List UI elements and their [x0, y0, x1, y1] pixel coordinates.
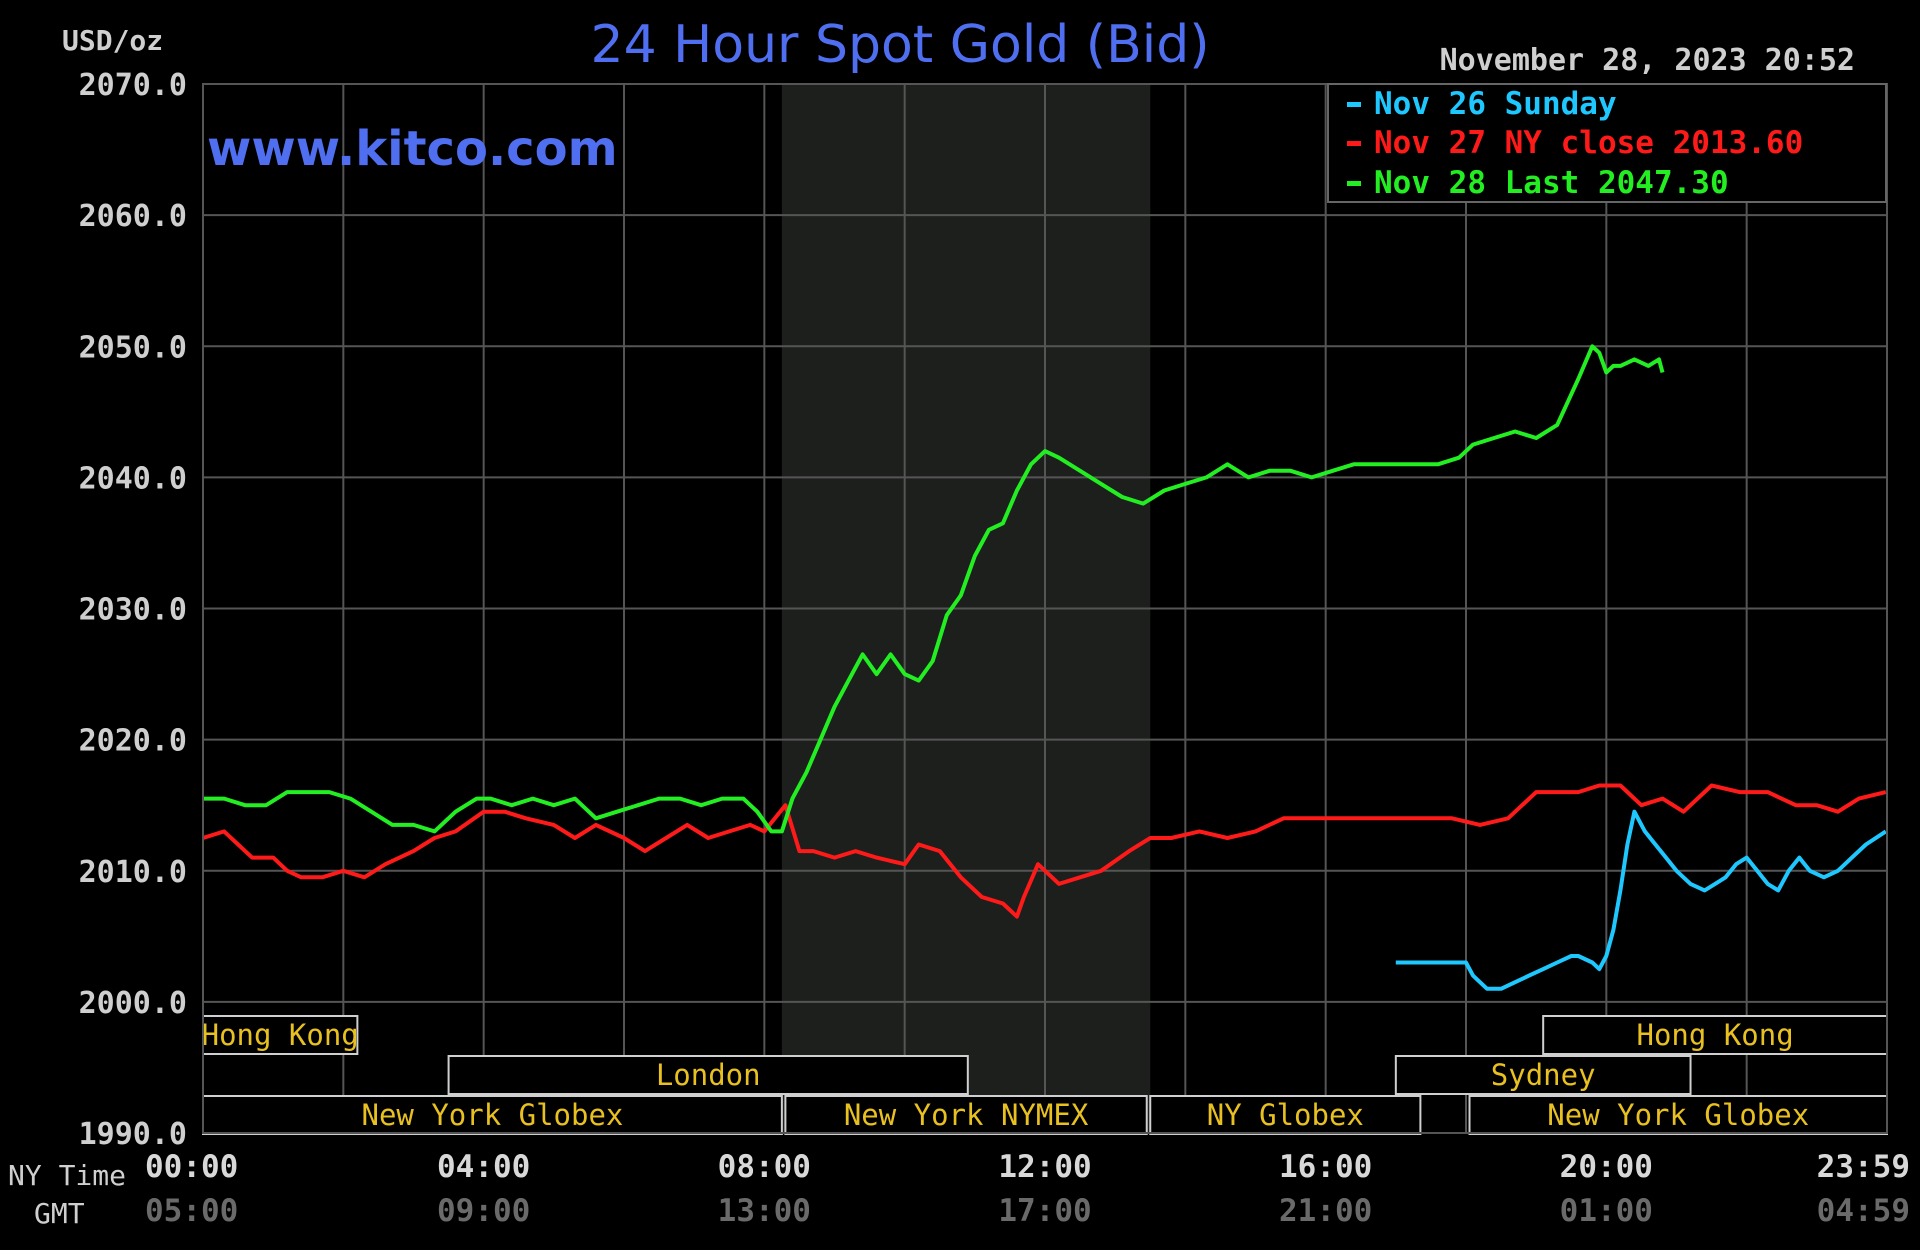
x-tick-label-ny-2: 08:00: [718, 1149, 811, 1185]
y-tick-label-0: 1990.0: [79, 1117, 187, 1152]
x-tick-label-gmt-2: 13:00: [718, 1193, 811, 1229]
legend-swatch-0: [1347, 102, 1361, 107]
x-axis-ticks: 00:00 05:00 04:00 09:00 08:00 13:00 12:00 17:00…: [145, 1149, 1910, 1229]
y-tick-label-4: 2030.0: [79, 593, 187, 628]
session-label-3: Sydney: [1491, 1058, 1596, 1092]
session-label-7: New York Globex: [1547, 1098, 1809, 1132]
legend-entry-2: Nov 28 Last 2047.30: [1347, 165, 1729, 201]
legend-label-0: Nov 26 Sunday: [1374, 86, 1617, 122]
x-tick-label-ny-5: 20:00: [1560, 1149, 1653, 1185]
x-tick-label-gmt-5: 01:00: [1560, 1193, 1653, 1229]
session-box-4: [202, 1095, 783, 1135]
session-label-6: NY Globex: [1207, 1098, 1364, 1132]
x-tick-label-ny-1: 04:00: [437, 1149, 530, 1185]
gmt-row-label: GMT: [34, 1197, 85, 1230]
session-label-0: Hong Kong: [202, 1018, 359, 1052]
legend-label-2: Nov 28 Last 2047.30: [1374, 165, 1729, 201]
legend-swatch-1: [1347, 141, 1361, 146]
x-tick-label-ny-6: 23:59: [1817, 1149, 1910, 1185]
session-label-5: New York NYMEX: [844, 1098, 1089, 1132]
session-2: London: [447, 1055, 969, 1095]
x-tick-label-gmt-0: 05:00: [145, 1193, 238, 1229]
session-label-2: London: [656, 1058, 761, 1092]
y-tick-label-5: 2040.0: [79, 461, 187, 496]
y-tick-label-2: 2010.0: [79, 855, 187, 890]
session-box-5: [784, 1095, 1148, 1135]
session-label-1: Hong Kong: [1637, 1018, 1794, 1052]
session-box-0: [202, 1015, 359, 1055]
x-tick-label-ny-4: 16:00: [1279, 1149, 1372, 1185]
series-line-0: [1395, 809, 1887, 991]
y-tick-label-8: 2070.0: [79, 68, 187, 103]
series-line-1: [202, 783, 1887, 919]
y-tick-label-6: 2050.0: [79, 330, 187, 365]
chart-title: 24 Hour Spot Gold (Bid): [590, 15, 1209, 75]
legend-swatch-2: [1347, 181, 1361, 186]
legend-entry-0: Nov 26 Sunday: [1347, 86, 1617, 122]
x-tick-label-gmt-1: 09:00: [437, 1193, 530, 1229]
session-0: Hong Kong: [202, 1015, 359, 1055]
y-axis-ticks: 1990.0 2000.0 2010.0 2020.0 2030.0 2040.0 2050…: [79, 68, 187, 1152]
x-tick-label-gmt-6: 04:59: [1817, 1193, 1910, 1229]
x-tick-label-ny-3: 12:00: [998, 1149, 1091, 1185]
session-box-3: [1394, 1055, 1692, 1095]
series-line-2: [203, 344, 1665, 834]
session-label-4: New York Globex: [361, 1098, 623, 1132]
grid-lines: [202, 83, 1888, 1134]
session-7: New York Globex: [1468, 1095, 1888, 1135]
session-4: New York Globex: [202, 1095, 783, 1135]
session-5: New York NYMEX: [784, 1095, 1148, 1135]
legend-box: [1327, 83, 1887, 203]
x-tick-label-gmt-4: 21:00: [1279, 1193, 1372, 1229]
y-tick-label-1: 2000.0: [79, 986, 187, 1021]
y-tick-label-7: 2060.0: [79, 199, 187, 234]
session-6: NY Globex: [1149, 1095, 1422, 1135]
session-box-2: [447, 1055, 969, 1095]
session-box-6: [1149, 1095, 1422, 1135]
y-tick-label-3: 2020.0: [79, 724, 187, 759]
timestamp: November 28, 2023 20:52: [1440, 43, 1855, 78]
legend: Nov 26 Sunday Nov 27 NY close 2013.60 No…: [1327, 83, 1887, 203]
plot-border: [202, 83, 1888, 1134]
ny-time-row-label: NY Time: [8, 1159, 126, 1192]
legend-label-1: Nov 27 NY close 2013.60: [1374, 125, 1803, 161]
session-1: Hong Kong: [1542, 1015, 1889, 1055]
session-3: Sydney: [1394, 1055, 1692, 1095]
x-tick-label-gmt-3: 17:00: [998, 1193, 1091, 1229]
price-series: [202, 344, 1887, 991]
x-tick-label-ny-0: 00:00: [145, 1149, 238, 1185]
legend-entry-1: Nov 27 NY close 2013.60: [1347, 125, 1803, 161]
kitco-watermark: www.kitco.com: [207, 121, 618, 177]
unit-label: USD/oz: [62, 24, 163, 57]
